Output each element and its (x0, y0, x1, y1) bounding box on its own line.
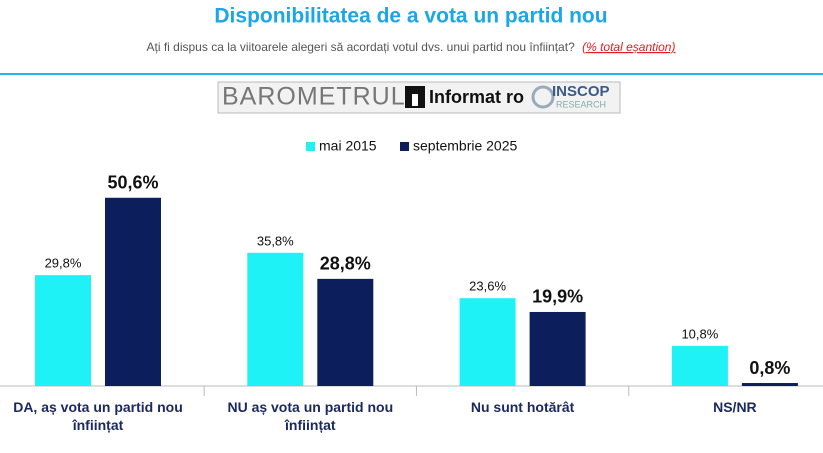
logo-barometer: BAROMETRUL (222, 83, 406, 111)
legend-swatch (306, 142, 315, 151)
bar (529, 311, 586, 386)
value-label: 29,8% (45, 256, 82, 271)
bar (35, 275, 91, 386)
logo-partner: Informat ro (429, 87, 524, 107)
bar (671, 345, 728, 386)
value-label: 50,6% (107, 173, 158, 193)
logo-institute: INSCOP (552, 83, 610, 100)
value-label: 23,6% (469, 279, 506, 294)
value-label: 35,8% (257, 233, 294, 248)
x-tick-label: NU aș vota un partid nou înființat (227, 399, 394, 433)
chart-title: Disponibilitatea de a vota un partid nou (214, 5, 607, 28)
subtitle-text: Ați fi dispus ca la viitoarele alegeri s… (147, 40, 576, 54)
value-label: 10,8% (681, 326, 718, 341)
value-label: 0,8% (749, 358, 790, 378)
logo-circle (531, 85, 555, 109)
legend-label: septembrie 2025 (413, 138, 518, 154)
logo-icon-mark (412, 94, 418, 106)
x-tick-label: Nu sunt hotărât (470, 399, 575, 415)
subtitle: Ați fi dispus ca la viitoarele alegeri s… (147, 40, 676, 54)
subtitle-note: (% total eșantion) (582, 40, 675, 54)
x-tick-label: NS/NR (713, 399, 757, 415)
x-tick-label: DA, aș vota un partid nou înființat (13, 399, 183, 433)
logo-partner-name: Informat (429, 87, 501, 107)
bar (105, 197, 161, 386)
bar (741, 383, 798, 386)
legend-label: mai 2015 (319, 138, 377, 154)
bar (317, 278, 374, 386)
bar (459, 298, 516, 386)
bar (247, 252, 304, 386)
value-label: 19,9% (532, 287, 583, 307)
logo-partner-suffix: ro (506, 87, 524, 107)
logo-institute-sub: RESEARCH (556, 99, 606, 109)
legend-swatch (400, 142, 409, 151)
value-label: 28,8% (320, 254, 371, 274)
